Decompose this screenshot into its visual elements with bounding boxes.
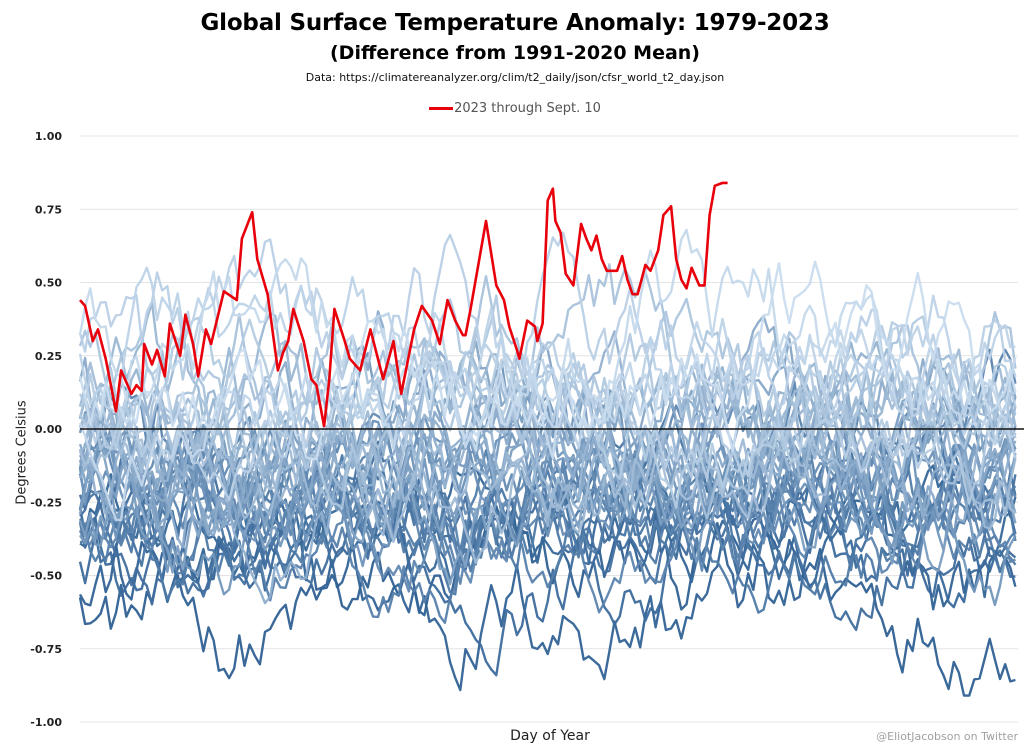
year-series-1980 [78,490,1017,692]
y-tick-labels: 1.00 0.75 0.50 0.25 0.00 -0.25 -0.50 -0.75 -1.00 [30,130,62,729]
legend: 2023 through Sept. 10 [0,101,1024,116]
y-tick-label: 0.75 [35,203,62,216]
x-axis-label: Day of Year [510,728,590,744]
y-tick-label: 0.25 [35,350,62,363]
legend-label-2023: 2023 through Sept. 10 [454,101,601,116]
y-tick-label: 1.00 [35,130,62,143]
year-series-2015 [78,294,1016,505]
credit-text: @EliotJacobson on Twitter [876,730,1018,743]
year-series-1982 [79,444,1017,609]
y-tick-label: 0.00 [35,423,62,436]
year-series-1979 [78,499,1016,697]
y-tick-label: -0.25 [30,496,62,509]
y-tick-label: -1.00 [30,716,62,729]
year-series-2017 [79,340,1017,502]
year-series-2013 [78,263,1017,496]
year-series-2020 [78,320,1017,522]
series-2023-line [79,181,728,428]
background-year-series [78,228,1017,697]
year-series-2018 [78,231,1017,426]
year-series-2010 [79,361,1017,565]
chart-subtitle: (Difference from 1991-2020 Mean) [330,42,700,64]
y-axis-label: Degrees Celsius [14,400,30,505]
year-series-2019 [78,266,1016,450]
year-series-2014 [78,297,1017,510]
y-tick-label: -0.75 [30,643,62,656]
y-tick-label: -0.50 [30,570,62,583]
data-source: Data: https://climatereanalyzer.org/clim… [305,71,725,84]
year-series-2006 [78,379,1016,605]
chart-title: Global Surface Temperature Anomaly: 1979… [200,10,830,36]
legend-swatch-2023 [429,107,454,110]
highlight-series [79,181,728,428]
y-tick-label: 0.50 [35,277,62,290]
year-series-2022 [78,260,1017,461]
